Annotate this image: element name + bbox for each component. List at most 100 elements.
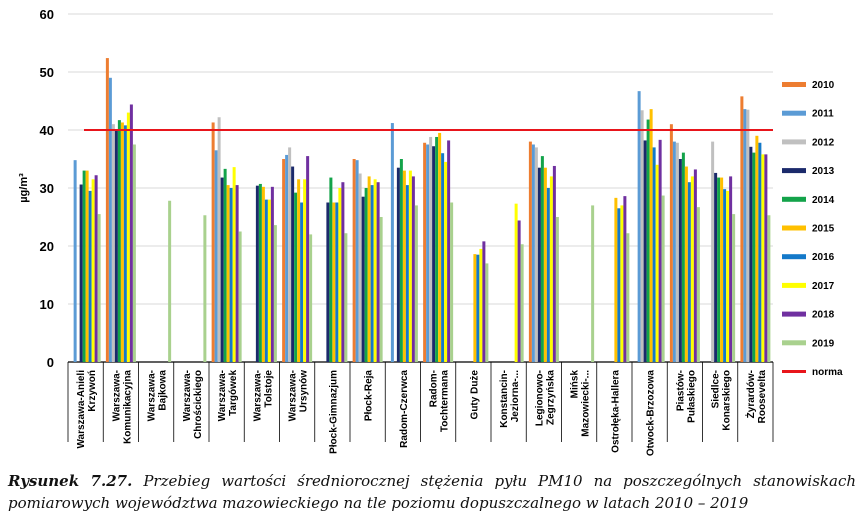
bar-2015-cat-7	[332, 202, 336, 362]
legend-label-2016: 2016	[812, 252, 835, 263]
bar-2019-cat-0	[97, 214, 101, 362]
bar-2013-cat-19	[749, 146, 753, 362]
category-label-9-line-0: Radom-Czerwca	[399, 370, 410, 448]
bar-2015-cat-0	[85, 170, 89, 362]
chart-container: 0 10 20 30 40 50 60 µg/m³ Warszawa-Anieli Krzywoń…	[18, 7, 843, 457]
category-label-17-line-0: Piastów-	[675, 370, 686, 411]
category-label-11-line-0: Guty Duże	[469, 370, 480, 420]
y-axis-label: µg/m³	[18, 173, 30, 203]
bar-2010-cat-17	[669, 124, 673, 362]
bar-2016-cat-10	[441, 153, 445, 362]
bar-2017-cat-0	[91, 179, 95, 362]
bar-2018-cat-6	[306, 156, 310, 362]
bar-2012-cat-16	[640, 110, 644, 362]
bar-2016-cat-11	[476, 254, 480, 362]
bar-2019-cat-3	[203, 215, 207, 362]
bar-2014-cat-16	[646, 119, 650, 362]
bar-2018-cat-10	[447, 140, 451, 362]
bar-2017-cat-13	[549, 176, 553, 362]
legend-swatch-2018	[782, 311, 806, 317]
bar-2015-cat-10	[438, 132, 442, 362]
category-label-7-line-0: Płock-Gimnazjum	[328, 370, 339, 454]
bar-2017-cat-8	[373, 179, 377, 362]
bar-2016-cat-7	[335, 202, 339, 362]
bar-2016-cat-4	[229, 188, 233, 362]
legend-swatch-2014	[782, 196, 806, 202]
bar-2018-cat-1	[129, 104, 133, 362]
category-label-14-line-0: Mińsk	[570, 370, 581, 399]
bar-2019-cat-2	[168, 200, 172, 362]
bar-2012-cat-10	[429, 136, 433, 362]
caption-text: Przebieg wartości średniorocznej stężeni…	[8, 472, 857, 512]
y-tick-label-50: 50	[40, 65, 54, 80]
bar-2019-cat-17	[696, 207, 700, 362]
bar-2015-cat-1	[120, 122, 124, 363]
bar-2014-cat-17	[681, 152, 685, 362]
bar-2019-cat-18	[732, 214, 736, 362]
bar-2015-cat-17	[684, 166, 688, 362]
bar-2017-cat-12	[514, 203, 518, 362]
bar-2017-cat-7	[338, 188, 342, 362]
bar-2014-cat-8	[364, 188, 368, 362]
bar-2019-cat-10	[450, 202, 454, 362]
legend-label-2017: 2017	[812, 281, 835, 292]
bar-2015-cat-13	[543, 167, 547, 362]
bar-2017-cat-17	[690, 176, 694, 362]
bar-2012-cat-13	[534, 147, 538, 362]
bar-2019-cat-4	[238, 231, 242, 362]
bar-2010-cat-10	[423, 142, 427, 362]
caption-label: Rysunek 7.27.	[8, 472, 133, 490]
category-label-16-line-0: Otwock-Brzozowa	[646, 370, 657, 457]
y-tick-label-40: 40	[40, 123, 54, 138]
category-label-17-line-1: Pułaskiego	[686, 370, 697, 423]
bar-2018-cat-13	[552, 165, 556, 362]
bar-2016-cat-17	[687, 182, 691, 362]
category-label-0-line-0: Warszawa-Anieli	[76, 370, 87, 449]
y-tick-label-10: 10	[40, 297, 54, 312]
category-label-19-line-1: Roosevelta	[757, 370, 768, 424]
legend-label-norma: norma	[812, 367, 843, 378]
bar-2017-cat-18	[726, 190, 730, 362]
bar-2013-cat-18	[714, 172, 718, 362]
bar-2016-cat-5	[264, 199, 268, 362]
legend-label-2012: 2012	[812, 137, 835, 148]
bar-2012-cat-6	[288, 147, 292, 362]
legend-label-2019: 2019	[812, 338, 835, 349]
bar-2018-cat-5	[270, 186, 274, 362]
bar-2012-cat-19	[746, 109, 750, 362]
bar-2014-cat-19	[752, 152, 756, 362]
bar-2016-cat-1	[123, 125, 127, 362]
bar-2018-cat-19	[764, 154, 768, 362]
bar-2015-cat-9	[402, 170, 406, 362]
bar-2010-cat-8	[352, 159, 356, 362]
bar-2019-cat-16	[661, 195, 665, 362]
bar-2019-cat-14	[591, 205, 595, 362]
bar-2013-cat-17	[678, 159, 682, 362]
category-label-4-line-1: Targówek	[228, 370, 239, 416]
bar-2015-cat-15	[614, 197, 618, 362]
category-label-3-line-0: Warszawa-	[182, 370, 193, 421]
bar-2019-cat-11	[485, 263, 489, 362]
bar-2016-cat-19	[758, 142, 762, 362]
bar-2014-cat-18	[717, 177, 721, 362]
bar-2015-cat-4	[226, 185, 230, 362]
legend-swatch-2013	[782, 168, 806, 174]
bar-2019-cat-7	[344, 233, 348, 362]
legend-label-2015: 2015	[812, 224, 835, 235]
bar-2011-cat-13	[531, 144, 535, 362]
bar-2013-cat-0	[79, 184, 83, 362]
bar-2014-cat-7	[329, 177, 333, 362]
bar-2012-cat-18	[711, 141, 715, 362]
y-tick-label-60: 60	[40, 7, 54, 22]
bar-2019-cat-9	[414, 205, 418, 362]
category-label-8-line-0: Płock-Reja	[364, 370, 375, 422]
bar-2018-cat-18	[729, 176, 733, 362]
bar-2011-cat-8	[355, 160, 359, 362]
category-label-15-line-0: Ostrołęka-Hallera	[610, 370, 621, 453]
bar-2016-cat-13	[546, 188, 550, 362]
bar-2017-cat-11	[479, 248, 483, 362]
category-label-1-line-0: Warszawa-	[111, 370, 122, 421]
bar-2010-cat-4	[211, 122, 215, 363]
bar-2019-cat-13	[555, 217, 559, 362]
legend-swatch-2016	[782, 254, 806, 260]
